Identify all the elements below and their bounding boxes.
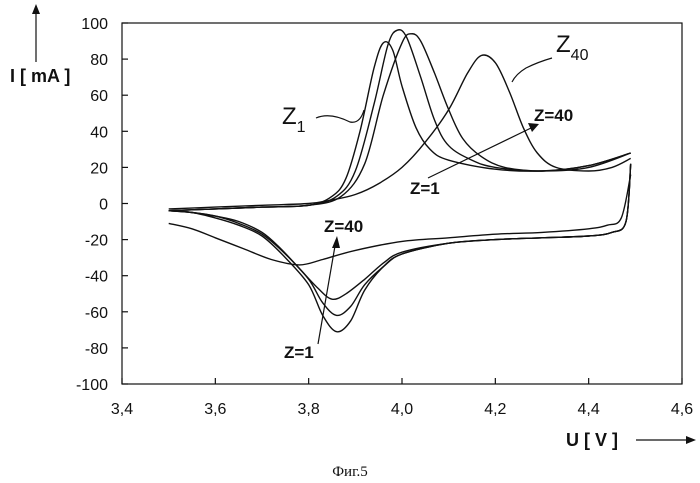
y-tick-label: 80 <box>90 52 108 69</box>
cyclic-voltammogram-chart: 3,4 3,6 3,8 4,0 4,2 4,4 4,6 100 80 60 40 20 0 -20 -40… <box>0 0 700 483</box>
y-tick-label: 100 <box>81 16 108 33</box>
series-z1-reverse-scan <box>169 164 631 332</box>
y-tick-label: 20 <box>90 160 108 177</box>
annotation-z1-label: Z1 <box>282 103 364 136</box>
annotation-z40-label: Z40 <box>512 31 589 82</box>
y-ticks: 100 80 60 40 20 0 -20 -40 -60 -80 -100 <box>76 16 128 394</box>
annotation-z40-sub: 40 <box>571 47 589 64</box>
annotation-cathodic-arrow-head <box>332 236 340 248</box>
figure-caption: Фиг.5 <box>332 464 368 480</box>
x-axis-title: U [ V ] <box>566 430 618 450</box>
y-tick-label: 40 <box>90 124 108 141</box>
annotation-anodic-z40: Z=40 <box>534 106 573 125</box>
annotation-cathodic-z1: Z=1 <box>284 343 314 362</box>
x-tick-label: 4,2 <box>484 401 506 418</box>
annotation-z40-main: Z <box>556 31 571 58</box>
annotation-z1-sub: 1 <box>297 119 306 136</box>
plot-frame <box>122 23 682 384</box>
y-tick-label: -100 <box>76 377 108 394</box>
x-tick-label: 4,0 <box>391 401 413 418</box>
y-tick-label: -80 <box>85 341 108 358</box>
annotation-anodic-z1: Z=1 <box>410 179 440 198</box>
x-tick-label: 4,4 <box>578 401 600 418</box>
y-axis-title: I [ mA ] <box>10 66 70 86</box>
y-tick-label: -60 <box>85 305 108 322</box>
series-intermediate-1-reverse-scan <box>169 164 631 316</box>
annotation-z1-leader <box>316 110 364 122</box>
x-axis-arrow-head <box>686 436 696 444</box>
y-tick-label: -40 <box>85 269 108 286</box>
y-tick-label: -20 <box>85 233 108 250</box>
annotation-z1-main: Z <box>282 103 297 130</box>
annotation-anodic-arrow-head <box>528 123 539 132</box>
series-z40-reverse-scan <box>169 175 631 265</box>
x-tick-label: 3,6 <box>204 401 226 418</box>
annotation-z40-leader <box>512 58 552 82</box>
x-tick-label: 3,4 <box>111 401 133 418</box>
svg-text:Z40: Z40 <box>556 31 589 64</box>
y-tick-label: 0 <box>99 197 108 214</box>
annotation-cathodic-z40: Z=40 <box>324 217 363 236</box>
series-layer <box>169 30 631 332</box>
y-axis-arrow-head <box>32 4 40 14</box>
x-tick-label: 4,6 <box>671 401 693 418</box>
x-tick-label: 3,8 <box>298 401 320 418</box>
y-tick-label: 60 <box>90 88 108 105</box>
svg-text:Z1: Z1 <box>282 103 306 136</box>
series-z1-forward-scan <box>169 42 631 211</box>
